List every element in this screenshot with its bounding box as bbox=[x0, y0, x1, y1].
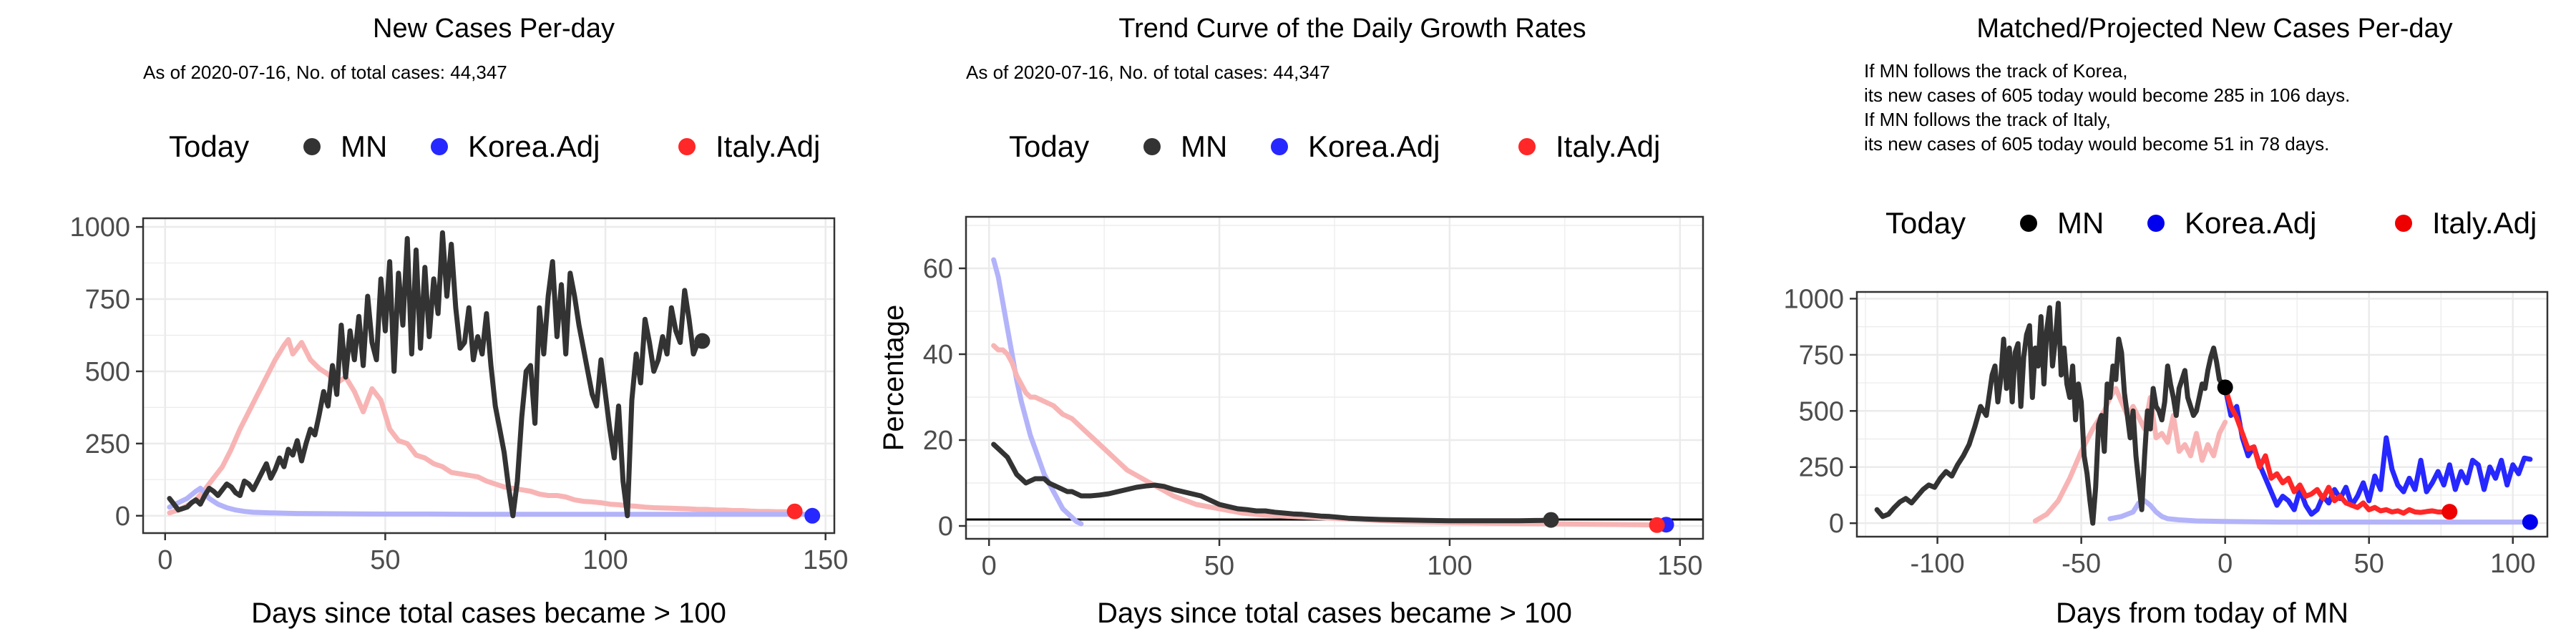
chart-1-today-point-korea-adj bbox=[804, 507, 821, 524]
chart-1-y-tick-label: 1000 bbox=[69, 213, 130, 243]
chart-3-legend-item: MN bbox=[2057, 206, 2104, 240]
chart-2-y-tick-label: 0 bbox=[938, 512, 953, 542]
chart-1-legend-item: Italy.Adj bbox=[716, 130, 820, 163]
chart-3-x-tick-label: -50 bbox=[2062, 549, 2101, 579]
chart-1-y-tick-label: 250 bbox=[85, 429, 130, 459]
chart-1-legend-item: Korea.Adj bbox=[468, 130, 600, 163]
chart-1-y-tick-label: 0 bbox=[115, 502, 130, 532]
chart-1-legend-title: Today bbox=[169, 130, 249, 163]
chart-1-subtitle: As of 2020-07-16, No. of total cases: 44… bbox=[143, 62, 507, 83]
chart-2-today-point-mn bbox=[1543, 512, 1559, 528]
chart-3-title: Matched/Projected New Cases Per-day bbox=[1976, 14, 2452, 44]
chart-1-legend-key-mn bbox=[303, 138, 321, 155]
chart-1-title: New Cases Per-day bbox=[373, 14, 615, 44]
chart-3-series-korea-adj-projected-line bbox=[2223, 384, 2533, 517]
chart-3-x-tick-label: 50 bbox=[2354, 549, 2384, 579]
chart-1-y-tick-label: 750 bbox=[85, 285, 130, 315]
chart-2-series-korea-adj-line bbox=[991, 257, 1084, 527]
chart-1-legend-key-italy-adj bbox=[678, 138, 696, 155]
chart-1-series-mn-line bbox=[167, 230, 705, 519]
chart-1-x-tick-label: 0 bbox=[157, 545, 172, 575]
chart-3-panel-border bbox=[1855, 291, 2549, 538]
chart-3-annotation-line: its new cases of 605 today would become … bbox=[1864, 133, 2329, 155]
chart-3-series-italy-adj-projected-line bbox=[2223, 384, 2452, 516]
chart-2-x-tick-label: 150 bbox=[1657, 551, 1702, 581]
chart-2-x-tick-label: 100 bbox=[1427, 551, 1472, 581]
chart-3-panel bbox=[1857, 292, 2547, 537]
chart-2-legend: Today MN Korea.Adj Italy.Adj bbox=[1009, 130, 1660, 163]
chart-3-today-point-italy-adj bbox=[2441, 504, 2458, 520]
chart-1-legend: Today MN Korea.Adj Italy.Adj bbox=[169, 130, 820, 163]
chart-1-x-tick-label: 100 bbox=[582, 545, 628, 575]
chart-3-today-point-korea-adj bbox=[2522, 514, 2538, 530]
chart-3-legend-key-italy-adj bbox=[2395, 215, 2412, 232]
chart-3-legend: Today MN Korea.Adj Italy.Adj bbox=[1885, 206, 2537, 240]
chart-2-x-tick-label: 0 bbox=[982, 551, 997, 581]
chart-3-x-tick-label: 0 bbox=[2218, 549, 2233, 579]
chart-3-annotation-line: If MN follows the track of Italy, bbox=[1864, 109, 2111, 130]
chart-2-y-tick-label: 20 bbox=[923, 426, 953, 456]
chart-2-legend-title: Today bbox=[1009, 130, 1089, 163]
chart-2-x-tick-label: 50 bbox=[1204, 551, 1234, 581]
chart-1-today-point-mn bbox=[694, 333, 711, 349]
chart-1-x-tick-label: 50 bbox=[370, 545, 400, 575]
chart-3-y-tick-label: 0 bbox=[1829, 509, 1844, 539]
chart-1-panel-border bbox=[142, 217, 836, 535]
chart-2-subtitle: As of 2020-07-16, No. of total cases: 44… bbox=[966, 62, 1330, 83]
chart-3-today-point-mn bbox=[2217, 379, 2233, 396]
chart-2-legend-key-mn bbox=[1143, 138, 1161, 155]
chart-2-panel-border bbox=[965, 215, 1704, 540]
chart-3-legend-key-mn bbox=[2020, 215, 2037, 232]
chart-2-x-axis-label: Days since total cases became > 100 bbox=[1097, 597, 1572, 629]
chart-2-legend-item: MN bbox=[1181, 130, 1227, 163]
chart-2-today-point-italy-adj bbox=[1649, 517, 1665, 533]
chart-1-series-italy-adj-line bbox=[167, 337, 798, 516]
chart-1-x-axis-label: Days since total cases became > 100 bbox=[251, 597, 726, 629]
chart-1-panel bbox=[143, 218, 834, 533]
chart-2-y-tick-label: 40 bbox=[923, 340, 953, 370]
chart-3-legend-title: Today bbox=[1885, 206, 1966, 240]
chart-3-legend-item: Italy.Adj bbox=[2432, 206, 2537, 240]
chart-3-annotation-line: its new cases of 605 today would become … bbox=[1864, 84, 2350, 106]
chart-2-series-mn-line bbox=[991, 441, 1554, 524]
chart-3-y-tick-label: 250 bbox=[1799, 453, 1844, 483]
chart-3-x-tick-label: 100 bbox=[2490, 549, 2535, 579]
chart-3-x-tick-label: -100 bbox=[1911, 549, 1965, 579]
chart-2-legend-key-korea-adj bbox=[1271, 138, 1288, 155]
chart-3-legend-item: Korea.Adj bbox=[2185, 206, 2316, 240]
chart-3-x-axis-label: Days from today of MN bbox=[2056, 597, 2348, 629]
chart-2-legend-key-italy-adj bbox=[1518, 138, 1536, 155]
chart-3-annotation-line: If MN follows the track of Korea, bbox=[1864, 60, 2127, 82]
chart-1-legend-item: MN bbox=[341, 130, 387, 163]
chart-3-y-tick-label: 500 bbox=[1799, 396, 1844, 426]
chart-1-series-korea-adj-line bbox=[167, 485, 815, 517]
chart-2-legend-item: Korea.Adj bbox=[1308, 130, 1440, 163]
chart-3-y-tick-label: 1000 bbox=[1783, 284, 1844, 314]
chart-2-y-tick-label: 60 bbox=[923, 254, 953, 284]
chart-3-series-mn-line bbox=[1874, 301, 2228, 526]
chart-1-legend-key-korea-adj bbox=[431, 138, 448, 155]
chart-2-y-axis-label: Percentage bbox=[878, 305, 909, 452]
chart-1-today-point-italy-adj bbox=[786, 503, 803, 519]
chart-2-title: Trend Curve of the Daily Growth Rates bbox=[1118, 14, 1586, 44]
chart-1-y-tick-label: 500 bbox=[85, 357, 130, 387]
chart-3-legend-key-korea-adj bbox=[2147, 215, 2165, 232]
chart-1-x-tick-label: 150 bbox=[803, 545, 848, 575]
chart-3-y-tick-label: 750 bbox=[1799, 341, 1844, 371]
chart-2-legend-item: Italy.Adj bbox=[1556, 130, 1660, 163]
